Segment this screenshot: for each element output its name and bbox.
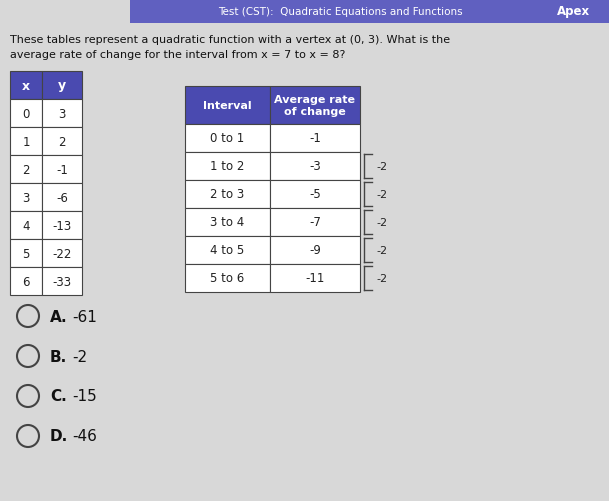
Text: -1: -1: [56, 163, 68, 176]
Text: B.: B.: [50, 349, 67, 364]
Text: -2: -2: [376, 189, 387, 199]
Bar: [185, 87, 270, 125]
Bar: [270, 208, 360, 236]
Bar: [185, 236, 270, 265]
Text: Average rate
of change: Average rate of change: [275, 95, 356, 117]
Bar: [10, 100, 42, 128]
Bar: [270, 87, 360, 125]
Text: -2: -2: [376, 274, 387, 284]
Text: -13: -13: [52, 219, 72, 232]
Bar: [270, 181, 360, 208]
Text: -2: -2: [376, 245, 387, 256]
Bar: [130, 0, 609, 24]
Bar: [270, 125, 360, 153]
Bar: [10, 72, 42, 100]
Bar: [10, 156, 42, 184]
Bar: [270, 153, 360, 181]
Bar: [185, 153, 270, 181]
Text: -2: -2: [376, 162, 387, 172]
Text: -15: -15: [72, 389, 97, 404]
Text: 4 to 5: 4 to 5: [210, 244, 245, 257]
Bar: [42, 211, 82, 239]
Bar: [42, 156, 82, 184]
Text: 6: 6: [23, 275, 30, 288]
Text: -61: -61: [72, 309, 97, 324]
Text: 1: 1: [23, 135, 30, 148]
Text: average rate of change for the interval from x = 7 to x = 8?: average rate of change for the interval …: [10, 50, 345, 60]
Text: A.: A.: [50, 309, 68, 324]
Bar: [42, 184, 82, 211]
Bar: [10, 128, 42, 156]
Bar: [42, 128, 82, 156]
Bar: [42, 72, 82, 100]
Bar: [10, 268, 42, 296]
Text: -22: -22: [52, 247, 72, 260]
Text: 4: 4: [23, 219, 30, 232]
Bar: [185, 208, 270, 236]
Text: -46: -46: [72, 429, 97, 443]
Text: -1: -1: [309, 132, 321, 145]
Text: -33: -33: [52, 275, 72, 288]
Text: Test (CST):  Quadratic Equations and Functions: Test (CST): Quadratic Equations and Func…: [217, 7, 462, 17]
Text: y: y: [58, 79, 66, 92]
Text: 2: 2: [23, 163, 30, 176]
Text: 2: 2: [58, 135, 66, 148]
Text: 5 to 6: 5 to 6: [210, 272, 245, 285]
Text: -2: -2: [376, 217, 387, 227]
Text: 5: 5: [23, 247, 30, 260]
Bar: [10, 184, 42, 211]
Bar: [10, 239, 42, 268]
Bar: [270, 236, 360, 265]
Bar: [42, 239, 82, 268]
Text: -5: -5: [309, 188, 321, 201]
Bar: [42, 268, 82, 296]
Text: These tables represent a quadratic function with a vertex at (0, 3). What is the: These tables represent a quadratic funct…: [10, 35, 450, 45]
Bar: [10, 211, 42, 239]
Bar: [42, 100, 82, 128]
Text: 0 to 1: 0 to 1: [210, 132, 245, 145]
Bar: [185, 265, 270, 293]
Text: 2 to 3: 2 to 3: [210, 188, 245, 201]
Text: x: x: [22, 79, 30, 92]
Text: 0: 0: [23, 107, 30, 120]
Text: 3 to 4: 3 to 4: [210, 216, 245, 229]
Text: 1 to 2: 1 to 2: [210, 160, 245, 173]
Text: -9: -9: [309, 244, 321, 257]
Text: -7: -7: [309, 216, 321, 229]
Text: -6: -6: [56, 191, 68, 204]
Text: 3: 3: [58, 107, 66, 120]
Bar: [270, 265, 360, 293]
Text: 3: 3: [23, 191, 30, 204]
Text: -2: -2: [72, 349, 87, 364]
Text: Interval: Interval: [203, 101, 252, 111]
Text: C.: C.: [50, 389, 67, 404]
Text: -3: -3: [309, 160, 321, 173]
Text: Apex: Apex: [557, 6, 590, 19]
Bar: [185, 125, 270, 153]
Text: -11: -11: [305, 272, 325, 285]
Bar: [185, 181, 270, 208]
Text: D.: D.: [50, 429, 68, 443]
